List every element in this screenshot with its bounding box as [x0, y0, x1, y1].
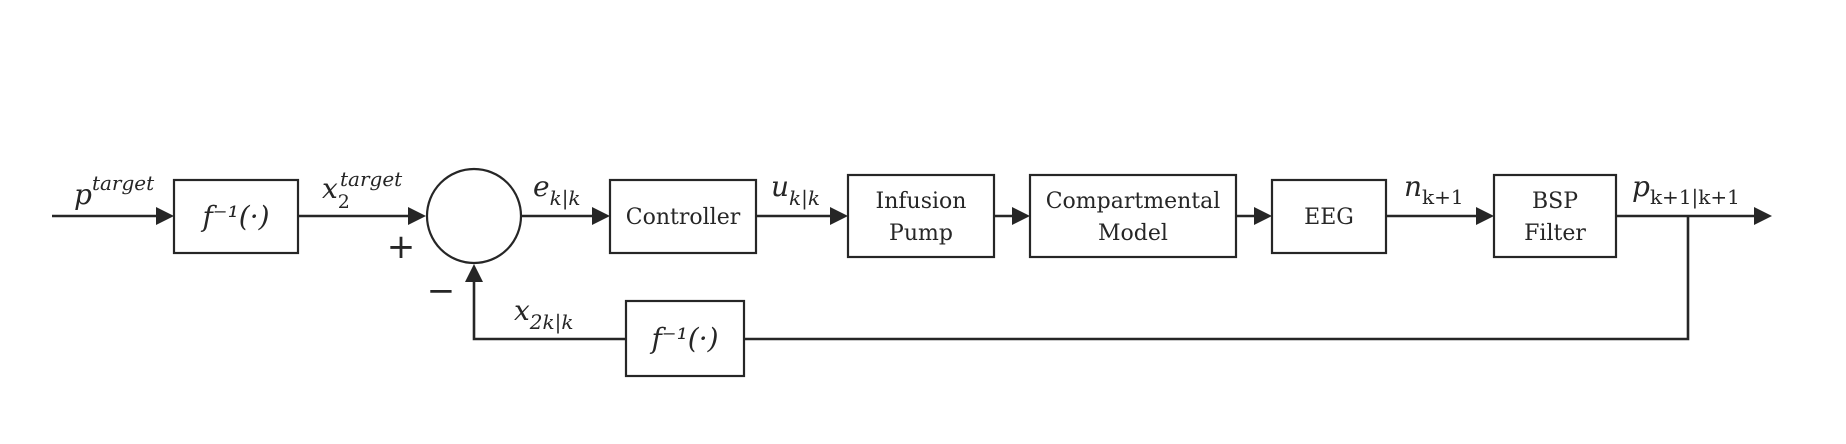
- finv-feedback-block: f⁻¹(·): [624, 299, 746, 378]
- eeg-label: EEG: [1304, 205, 1354, 230]
- plus-sign: +: [387, 227, 416, 267]
- summing-junction: [425, 167, 523, 265]
- arrow-head: [465, 264, 483, 282]
- bsp-filter-block: BSP Filter: [1492, 173, 1618, 259]
- compartmental-model-block: Compartmental Model: [1028, 173, 1238, 259]
- signal-e-kk: ek|k: [533, 170, 581, 211]
- infusion-pump-label-line1: Infusion: [876, 189, 967, 214]
- compartmental-model-label-line1: Compartmental: [1046, 189, 1221, 214]
- arrow-head: [592, 207, 610, 225]
- arrow-head: [1254, 207, 1272, 225]
- signal-p-target: ptarget: [74, 171, 155, 211]
- compartmental-model-label-line2: Model: [1098, 221, 1168, 246]
- infusion-pump-label-line2: Pump: [889, 221, 953, 246]
- bsp-filter-label-line1: BSP: [1532, 189, 1578, 214]
- infusion-pump-block: Infusion Pump: [846, 173, 996, 259]
- wire-feedback-to-sum: [472, 282, 626, 341]
- signal-x2-kk: x2k|k: [514, 294, 574, 335]
- finv-feedback-label: f⁻¹(·): [649, 322, 718, 355]
- signal-n-k1: nk+1: [1404, 170, 1464, 209]
- wire-feedback-return: [744, 216, 1690, 341]
- arrow-head: [156, 207, 174, 225]
- signal-p-k1k1: pk+1|k+1: [1632, 170, 1740, 210]
- eeg-block: EEG: [1270, 178, 1388, 255]
- bsp-filter-label-line2: Filter: [1524, 221, 1586, 246]
- signal-u-kk: uk|k: [771, 170, 820, 211]
- arrow-head: [830, 207, 848, 225]
- arrow-head: [1754, 207, 1772, 225]
- minus-sign: −: [427, 271, 456, 311]
- controller-label: Controller: [626, 205, 741, 230]
- controller-block: Controller: [608, 178, 758, 255]
- arrow-head: [1476, 207, 1494, 225]
- finv-forward-label: f⁻¹(·): [200, 200, 269, 233]
- signal-x2-target: x2target: [322, 167, 403, 213]
- finv-forward-block: f⁻¹(·): [172, 178, 300, 255]
- arrow-head: [408, 207, 426, 225]
- arrow-head: [1012, 207, 1030, 225]
